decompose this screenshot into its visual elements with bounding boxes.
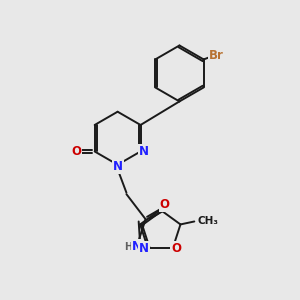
Text: H: H <box>124 242 132 252</box>
Text: Br: Br <box>209 49 224 62</box>
Text: O: O <box>160 198 170 211</box>
Text: CH₃: CH₃ <box>197 217 218 226</box>
Text: O: O <box>71 145 81 158</box>
Text: N: N <box>132 240 142 253</box>
Text: N: N <box>139 242 149 255</box>
Text: N: N <box>139 145 149 158</box>
Text: N: N <box>112 160 123 173</box>
Text: O: O <box>171 242 181 255</box>
